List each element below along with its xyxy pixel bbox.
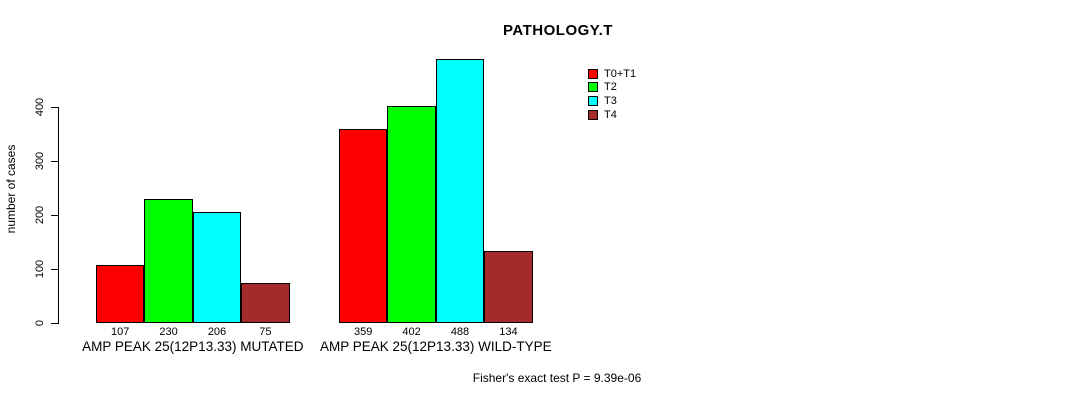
y-tick-mark [51, 323, 58, 324]
legend-item: T3 [588, 94, 636, 108]
y-tick-mark [51, 269, 58, 270]
y-tick-mark [51, 215, 58, 216]
bar-t3 [192, 211, 242, 323]
legend-swatch [588, 109, 598, 120]
legend-item: T4 [588, 108, 636, 122]
y-tick-label: 200 [34, 205, 46, 225]
bar-t4 [241, 282, 290, 323]
legend-label: T4 [604, 108, 617, 121]
bar-value-label: 75 [259, 326, 272, 338]
fisher-test-annotation: Fisher's exact test P = 9.39e-06 [472, 371, 642, 385]
bar-t2 [387, 105, 436, 323]
x-category-label: AMP PEAK 25(12P13.33) WILD-TYPE [319, 339, 552, 354]
y-tick-mark [51, 161, 58, 162]
y-axis-line [58, 107, 59, 324]
y-tick-label: 0 [34, 319, 46, 327]
legend-swatch [588, 82, 598, 93]
y-tick-label: 400 [34, 97, 46, 117]
y-axis-label: number of cases [4, 144, 18, 234]
bar-value-label: 107 [111, 326, 130, 338]
chart-title: PATHOLOGY.T [503, 22, 613, 39]
bar-t0-t1 [96, 265, 145, 323]
legend-swatch [588, 95, 598, 106]
y-tick-mark [51, 107, 58, 108]
legend-label: T0+T1 [604, 67, 637, 80]
bar-value-label: 206 [207, 326, 227, 338]
y-tick-label: 300 [34, 151, 46, 171]
bar-t0-t1 [339, 129, 388, 323]
bar-value-label: 359 [354, 326, 373, 338]
bar-t2 [144, 198, 193, 323]
bar-t3 [435, 59, 485, 323]
legend-item: T2 [588, 81, 636, 95]
bar-value-label: 488 [450, 326, 470, 338]
x-category-label: AMP PEAK 25(12P13.33) MUTATED [82, 339, 304, 354]
legend: T0+T1 T2 T3 T4 [588, 67, 636, 121]
bar-t4 [484, 250, 533, 323]
y-tick-label: 100 [34, 259, 46, 279]
legend-label: T2 [604, 81, 617, 94]
legend-swatch [588, 68, 598, 79]
bar-value-label: 134 [499, 326, 518, 338]
legend-item: T0+T1 [588, 67, 636, 81]
bar-value-label: 230 [159, 326, 178, 338]
bar-value-label: 402 [402, 326, 421, 338]
legend-label: T3 [604, 94, 617, 107]
